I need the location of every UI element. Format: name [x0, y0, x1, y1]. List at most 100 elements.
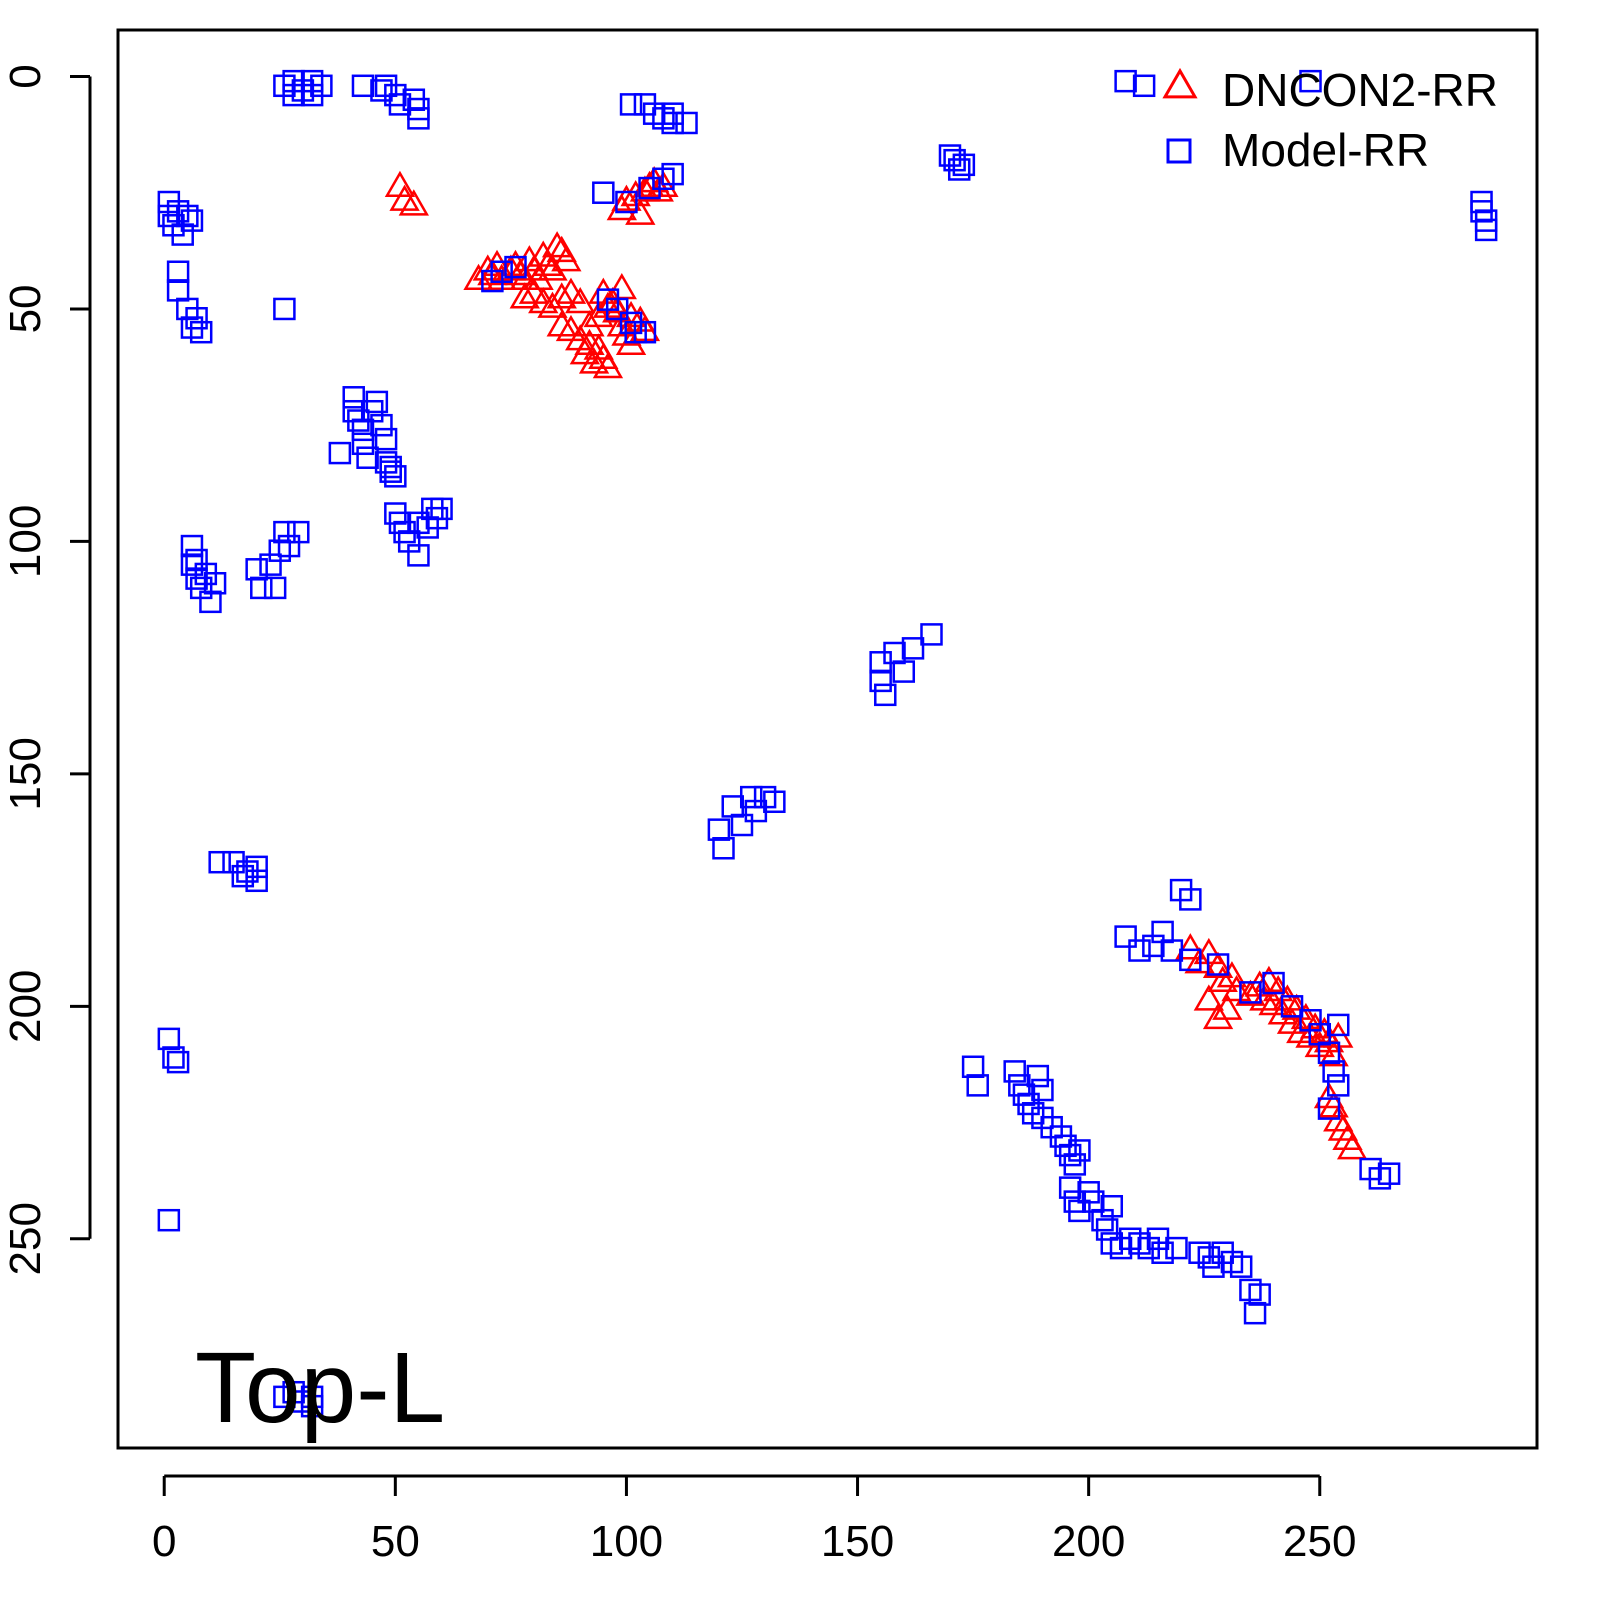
y-tick-label: 200 [1, 970, 50, 1043]
model-rr-point [1100, 1194, 1124, 1218]
dncon2-rr-point [592, 352, 624, 379]
plot-frame [116, 28, 1539, 1450]
model-rr-point [739, 785, 763, 809]
y-tick-label: 100 [1, 505, 50, 578]
model-rr-point [189, 320, 213, 344]
x-tick-label: 0 [152, 1517, 176, 1566]
model-rr-point [157, 1027, 181, 1051]
legend-marker-model-rr [1166, 138, 1192, 164]
model-rr-point [592, 181, 615, 204]
model-rr-point [166, 260, 190, 284]
model-rr-point [263, 576, 287, 600]
model-rr-point [869, 669, 892, 693]
model-rr-point [615, 190, 638, 214]
model-rr-point [1128, 939, 1151, 962]
model-rr-point [407, 107, 430, 130]
dncon2-rr-point [532, 249, 564, 277]
model-rr-point [180, 209, 204, 232]
model-rr-point [342, 386, 365, 409]
model-rr-point [1026, 1064, 1050, 1088]
model-rr-point [504, 255, 527, 279]
x-tick-label: 250 [1283, 1517, 1356, 1566]
y-tick-label: 150 [1, 737, 50, 810]
model-rr-point [1095, 1218, 1119, 1241]
dncon2-rr-point [1184, 947, 1215, 974]
y-tick-label: 0 [1, 64, 50, 88]
model-rr-point [1243, 1301, 1267, 1325]
model-rr-point [310, 74, 333, 98]
dncon2-rr-point [1267, 998, 1298, 1025]
model-rr-point [273, 520, 296, 544]
dncon2-rr-point [509, 282, 540, 309]
dncon2-rr-point [1207, 965, 1238, 992]
model-rr-point [1326, 1074, 1350, 1097]
model-rr-point [901, 637, 925, 660]
model-rr-point [661, 162, 684, 186]
legend-label-model-rr: Model-RR [1222, 124, 1429, 176]
model-rr-point [675, 111, 698, 135]
model-rr-point [605, 297, 629, 321]
model-rr-point [763, 790, 786, 814]
model-rr-point [707, 818, 731, 841]
dncon2-rr-point [541, 231, 573, 258]
model-rr-point [490, 260, 513, 284]
x-axis: 0 50 100 150 200 250 [152, 1474, 1356, 1566]
dncon2-rr-point [615, 300, 647, 328]
model-rr-point [166, 279, 190, 302]
model-rr-point [407, 544, 430, 567]
x-tick-label: 200 [1052, 1517, 1125, 1566]
model-rr-point [961, 1055, 985, 1079]
model-rr-point [356, 446, 379, 469]
model-rr-point [245, 558, 268, 581]
dncon2-rr-point [1318, 1091, 1349, 1118]
panel-annotation: Top-L [195, 1332, 445, 1444]
model-rr-point [1114, 69, 1137, 93]
model-rr-point [166, 1050, 190, 1074]
model-rr-point [1179, 948, 1202, 972]
x-tick-label: 50 [371, 1517, 420, 1566]
model-rr-point [379, 460, 402, 483]
model-rr-point [721, 795, 744, 818]
model-rr-point [1179, 888, 1202, 911]
model-rr-point [1132, 74, 1156, 98]
dncon2-rr-series [384, 166, 1368, 1160]
dncon2-rr-point [1212, 993, 1243, 1020]
model-rr-point [712, 837, 735, 860]
model-rr-point [1239, 981, 1262, 1004]
model-rr-point [619, 93, 643, 116]
model-rr-point [180, 534, 204, 558]
model-rr-point [730, 813, 754, 837]
model-rr-point [176, 204, 199, 228]
model-rr-point [1003, 1060, 1026, 1083]
model-rr-point [1322, 1060, 1345, 1083]
model-rr-point [966, 1074, 989, 1097]
model-rr-point [1165, 1236, 1188, 1260]
model-rr-point [1229, 1255, 1253, 1278]
dncon2-rr-point [555, 314, 587, 342]
dncon2-rr-point [472, 254, 503, 281]
dncon2-rr-point [555, 277, 587, 304]
model-rr-point [287, 520, 310, 544]
model-rr-point [351, 432, 375, 456]
model-rr-point [374, 427, 398, 451]
dncon2-rr-point [1276, 1007, 1308, 1034]
dncon2-rr-point [398, 189, 429, 216]
dncon2-rr-point [1202, 1002, 1234, 1030]
y-tick-label: 50 [1, 284, 50, 333]
model-rr-point [1262, 971, 1285, 995]
model-rr-point [430, 497, 453, 521]
model-rr-point [1063, 1153, 1087, 1176]
model-rr-point [203, 572, 227, 595]
model-rr-point [1206, 953, 1230, 976]
model-rr-point [370, 79, 393, 102]
model-rr-point [874, 683, 897, 707]
model-rr-point [1058, 1176, 1082, 1199]
x-tick-label: 150 [821, 1517, 894, 1566]
model-rr-point [199, 590, 222, 614]
dncon2-rr-point [551, 245, 582, 272]
model-rr-point [245, 855, 268, 879]
dncon2-rr-point [537, 291, 568, 318]
legend-marker-dncon2-rr [1162, 67, 1198, 99]
model-rr-point [1114, 925, 1137, 948]
dncon2-rr-point [583, 300, 614, 328]
